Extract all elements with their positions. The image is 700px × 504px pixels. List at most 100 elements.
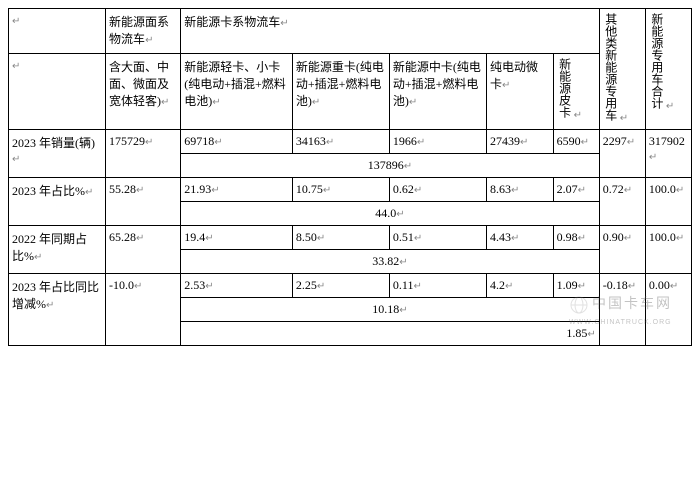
blank-header: ↵ [9, 9, 106, 54]
cell-text: 10.75 [296, 182, 323, 196]
cell-text: 4.43 [490, 230, 511, 244]
cell-text: 1966 [393, 134, 417, 148]
cell-text: 0.90 [603, 230, 624, 244]
share22-heavy: 8.50↵ [292, 226, 389, 250]
cell-text: 27439 [490, 134, 520, 148]
cell-text: 21.93 [184, 182, 211, 196]
heavy-sub: 新能源重卡(纯电动+插混+燃料电池)↵ [292, 53, 389, 129]
medium-sub: 新能源中卡(纯电动+插混+燃料电池)↵ [389, 53, 486, 129]
light-sub: 新能源轻卡、小卡(纯电动+插混+燃料电池)↵ [181, 53, 293, 129]
van-sub: 含大面、中面、微面及宽体轻客)↵ [106, 53, 181, 129]
cell-text: 2023 年占比同比增减% [12, 280, 99, 311]
sales-other: 2297↵ [599, 130, 645, 178]
change-pickup: 1.09↵ [553, 274, 599, 298]
sales-total: 317902↵ [645, 130, 691, 178]
cell-text: 100.0 [649, 230, 676, 244]
van-header: 新能源面系物流车↵ [106, 9, 181, 54]
sales-micro: 27439↵ [486, 130, 553, 154]
cell-text: 19.4 [184, 230, 205, 244]
share23-label: 2023 年占比%↵ [9, 178, 106, 226]
change-van: -10.0↵ [106, 274, 181, 346]
pickup-sub: 新能源皮卡↵ [553, 53, 599, 129]
cell-text: 2.53 [184, 278, 205, 292]
cell-text: 2.07 [557, 182, 578, 196]
change-light: 2.53↵ [181, 274, 293, 298]
cell-text: 2022 年同期占比% [12, 232, 87, 263]
micro-sub: 纯电动微卡↵ [486, 53, 553, 129]
share23-van: 55.28↵ [106, 178, 181, 226]
cell-text: 0.72 [603, 182, 624, 196]
share22-light: 19.4↵ [181, 226, 293, 250]
cell-text: 4.2 [490, 278, 505, 292]
share23-pickup: 2.07↵ [553, 178, 599, 202]
cell-text: 6590 [557, 134, 581, 148]
change-micro: 4.2↵ [486, 274, 553, 298]
cell-text: 0.62 [393, 182, 414, 196]
change-row: 2023 年占比同比增减%↵ -10.0↵ 2.53↵ 2.25↵ 0.11↵ … [9, 274, 692, 298]
change-medium: 0.11↵ [389, 274, 486, 298]
share22-micro: 4.43↵ [486, 226, 553, 250]
blank-sub: ↵ [9, 53, 106, 129]
share22-label: 2022 年同期占比%↵ [9, 226, 106, 274]
change-subtotal: 10.18↵ [181, 298, 600, 322]
micro-sub-text: 纯电动微卡 [490, 60, 538, 91]
share-2023-row: 2023 年占比%↵ 55.28↵ 21.93↵ 10.75↵ 0.62↵ 8.… [9, 178, 692, 202]
share22-medium: 0.51↵ [389, 226, 486, 250]
cell-text: 0.98 [557, 230, 578, 244]
cell-text: 137896 [368, 158, 404, 172]
cell-text: 1.85 [566, 326, 587, 340]
header-row-1: ↵ 新能源面系物流车↵ 新能源卡系物流车↵ 其他类新能源专用车↵ 新能源专用车合… [9, 9, 692, 54]
share22-total: 100.0↵ [645, 226, 691, 274]
change-extra: 1.85↵ [181, 322, 600, 346]
truck-header-text: 新能源卡系物流车 [184, 15, 280, 29]
cell-text: 8.50 [296, 230, 317, 244]
share23-medium: 0.62↵ [389, 178, 486, 202]
sales-truck-subtotal: 137896↵ [181, 154, 600, 178]
cell-text: 44.0 [375, 206, 396, 220]
total-header: 新能源专用车合计↵ [645, 9, 691, 130]
share22-subtotal: 33.82↵ [181, 250, 600, 274]
cell-text: 65.28 [109, 230, 136, 244]
change-total: 0.00↵ [645, 274, 691, 346]
medium-sub-text: 新能源中卡(纯电动+插混+燃料电池) [393, 60, 481, 108]
pickup-sub-text: 新能源皮卡 [557, 58, 574, 118]
share22-pickup: 0.98↵ [553, 226, 599, 250]
van-header-text: 新能源面系物流车 [109, 15, 169, 46]
cell-text: -10.0 [109, 278, 134, 292]
cell-text: 10.18 [372, 302, 399, 316]
change-label: 2023 年占比同比增减%↵ [9, 274, 106, 346]
share23-heavy: 10.75↵ [292, 178, 389, 202]
cell-text: 34163 [296, 134, 326, 148]
light-sub-text: 新能源轻卡、小卡(纯电动+插混+燃料电池) [184, 60, 286, 108]
share23-subtotal: 44.0↵ [181, 202, 600, 226]
sales-label-text: 2023 年销量(辆) [12, 136, 95, 150]
cell-text: 69718 [184, 134, 214, 148]
sales-van: 175729↵ [106, 130, 181, 178]
cell-text: 2297 [603, 134, 627, 148]
other-header-text: 其他类新能源专用车 [603, 13, 620, 121]
sales-light: 69718↵ [181, 130, 293, 154]
cell-text: 0.11 [393, 278, 414, 292]
share23-micro: 8.63↵ [486, 178, 553, 202]
cell-text: 0.51 [393, 230, 414, 244]
change-heavy: 2.25↵ [292, 274, 389, 298]
truck-header: 新能源卡系物流车↵ [181, 9, 600, 54]
change-other: -0.18↵ [599, 274, 645, 346]
sales-medium: 1966↵ [389, 130, 486, 154]
sales-pickup: 6590↵ [553, 130, 599, 154]
heavy-sub-text: 新能源重卡(纯电动+插混+燃料电池) [296, 60, 384, 108]
share23-light: 21.93↵ [181, 178, 293, 202]
cell-text: 100.0 [649, 182, 676, 196]
share23-other: 0.72↵ [599, 178, 645, 226]
total-header-text: 新能源专用车合计 [649, 13, 666, 109]
share23-total: 100.0↵ [645, 178, 691, 226]
cell-text: 55.28 [109, 182, 136, 196]
cell-text: 175729 [109, 134, 145, 148]
cell-text: 1.09 [557, 278, 578, 292]
cell-text: 33.82 [372, 254, 399, 268]
data-table: ↵ 新能源面系物流车↵ 新能源卡系物流车↵ 其他类新能源专用车 ↵ 新能源专用车合… [8, 8, 692, 346]
share22-other: 0.90↵ [599, 226, 645, 274]
cell-text: 2.25 [296, 278, 317, 292]
header-row-2: ↵ 含大面、中面、微面及宽体轻客)↵ 新能源轻卡、小卡(纯电动+插混+燃料电池)… [9, 53, 692, 129]
cell-text: 2023 年占比% [12, 184, 85, 198]
